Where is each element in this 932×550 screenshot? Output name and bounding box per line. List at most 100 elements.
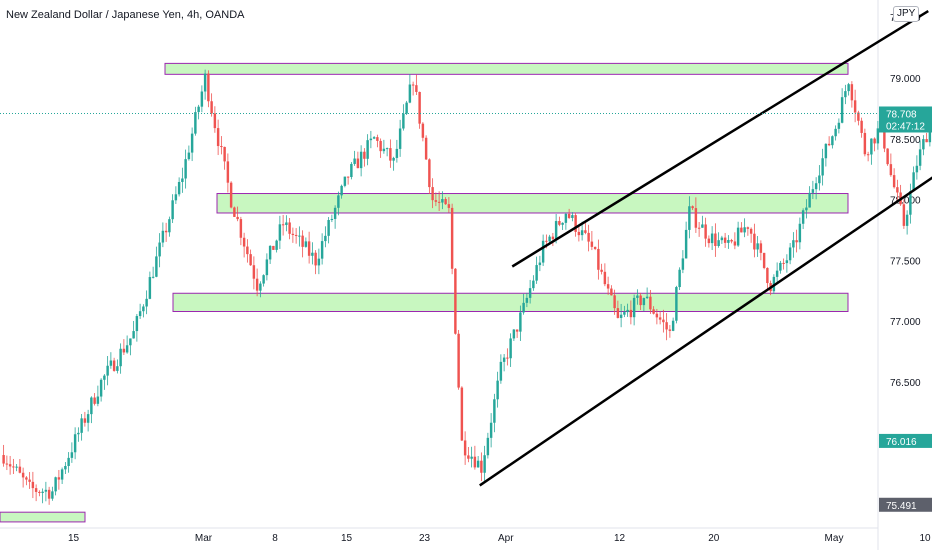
candle-body (379, 140, 382, 152)
candle-body (892, 175, 896, 188)
candle-body (928, 123, 932, 143)
candle-body (343, 176, 347, 186)
candle-body (889, 164, 893, 176)
x-tick-label: 20 (708, 533, 720, 544)
candle-body (740, 227, 743, 233)
candle-body (697, 227, 701, 229)
candle-body (857, 112, 860, 121)
candle-body (398, 128, 402, 149)
candle-body (239, 219, 243, 238)
candle-body (486, 437, 490, 456)
candle-body (294, 234, 298, 236)
candle-body (632, 297, 636, 318)
candle-body (489, 422, 493, 438)
candle-body (662, 319, 665, 323)
candle-body (463, 440, 467, 456)
candle-body (587, 232, 590, 242)
candle-body (421, 123, 425, 138)
candle-body (226, 161, 230, 183)
candle-body (886, 148, 889, 165)
candle-body (311, 252, 314, 256)
candle-body (5, 463, 9, 465)
candle-body (122, 348, 126, 353)
candle-body (814, 183, 818, 190)
candle-body (720, 237, 724, 241)
candle-body (197, 106, 200, 113)
candle-body (158, 242, 161, 257)
candle-body (597, 248, 600, 270)
candle-body (333, 207, 337, 219)
candle-body (327, 219, 330, 236)
candle-body (691, 206, 694, 209)
support-resistance-zone (0, 511, 86, 523)
x-tick-label: 8 (272, 533, 278, 544)
level-a-tag-bg (879, 433, 932, 448)
candle-body (918, 149, 922, 166)
candle-body (155, 256, 158, 277)
candle-body (337, 195, 340, 208)
candle-body (350, 163, 353, 178)
candle-body (506, 357, 509, 359)
candle-body (759, 243, 763, 253)
candle-body (164, 230, 168, 233)
candle-body (678, 269, 681, 288)
candle-body (356, 158, 360, 169)
last-price-tag-bg (879, 106, 932, 133)
candle-body (775, 270, 779, 277)
candle-body (668, 329, 672, 331)
candle-body (437, 201, 441, 203)
candle-body (109, 360, 113, 366)
candle-body (642, 298, 646, 306)
candle-body (551, 236, 555, 240)
candle-body (80, 418, 83, 433)
candle-body (743, 227, 746, 233)
candle-body (135, 316, 139, 332)
candle-body (844, 91, 847, 98)
candle-body (161, 230, 165, 243)
candle-body (571, 215, 574, 218)
candle-body (694, 208, 698, 228)
candle-body (389, 148, 392, 161)
candle-body (249, 254, 252, 266)
candle-body (567, 213, 571, 218)
candle-body (636, 295, 639, 298)
candle-body (873, 138, 876, 144)
candle-body (593, 246, 597, 249)
candle-body (909, 191, 912, 215)
candle-body (616, 308, 620, 318)
candle-body (372, 137, 376, 139)
candle-body (210, 101, 213, 114)
last-price-tag: 78.708 (886, 109, 917, 120)
candle-body (447, 204, 451, 208)
candle-body (369, 138, 373, 141)
candle-body (265, 259, 269, 276)
candle-body (200, 91, 204, 107)
x-tick-label: 15 (68, 533, 80, 544)
x-tick-label: 23 (419, 533, 431, 544)
candle-body (2, 455, 5, 464)
candle-body (77, 432, 80, 435)
candle-body (522, 302, 525, 313)
x-tick-label: 15 (341, 533, 353, 544)
candle-body (710, 233, 714, 244)
candle-body (242, 237, 246, 247)
candle-body (788, 247, 792, 261)
candle-body (181, 178, 184, 182)
candle-body (129, 338, 132, 346)
candle-body (454, 268, 457, 334)
candle-body (629, 309, 633, 318)
candle-body (545, 240, 548, 242)
candle-body (684, 229, 688, 259)
candle-body (132, 331, 135, 339)
candle-body (847, 84, 850, 92)
candle-body (285, 222, 288, 226)
candle-body (402, 113, 405, 129)
candle-body (805, 207, 808, 211)
candle-body (730, 239, 733, 242)
candle-body (827, 143, 831, 146)
currency-badge[interactable]: JPY (893, 6, 920, 22)
y-tick-label: 77.000 (890, 317, 921, 328)
candle-body (57, 477, 61, 480)
candle-body (626, 309, 629, 313)
